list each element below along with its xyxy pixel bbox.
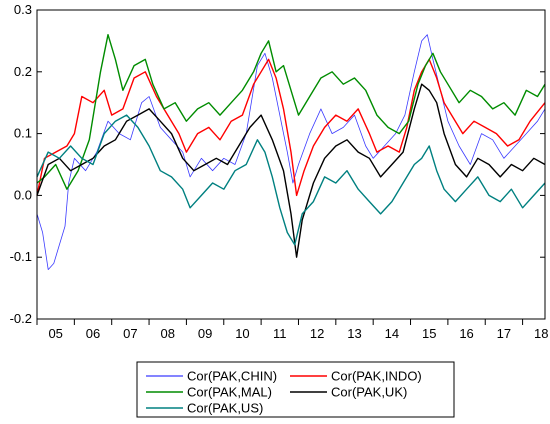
y-tick-label: 0.3 xyxy=(14,2,32,17)
x-tick-label: 08 xyxy=(161,326,175,341)
series-line-3 xyxy=(36,34,546,190)
x-tick-label: 14 xyxy=(385,326,399,341)
series-line-4 xyxy=(36,83,546,258)
legend-label: Cor(PAK,INDO) xyxy=(331,369,422,384)
x-tick-label: 13 xyxy=(347,326,361,341)
x-tick-label: 12 xyxy=(310,326,324,341)
x-tick-label: 17 xyxy=(497,326,511,341)
series-line-5 xyxy=(36,114,546,246)
x-tick-label: 18 xyxy=(534,326,548,341)
legend-label: Cor(PAK,US) xyxy=(187,401,263,416)
x-tick-label: 09 xyxy=(198,326,212,341)
y-tick-label: 0.2 xyxy=(14,64,32,79)
legend: Cor(PAK,CHIN) Cor(PAK,INDO)Cor(PAK,MAL) Co… xyxy=(136,361,455,418)
y-tick-label: 0.1 xyxy=(14,126,32,141)
x-tick-label: 16 xyxy=(459,326,473,341)
legend-label: Cor(PAK,CHIN) xyxy=(187,369,277,384)
x-tick-label: 07 xyxy=(123,326,137,341)
y-tick-label: -0.2 xyxy=(10,311,32,326)
x-tick-label: 15 xyxy=(422,326,436,341)
legend-label: Cor(PAK,UK) xyxy=(331,385,407,400)
x-tick-label: 10 xyxy=(235,326,249,341)
x-tick-label: 06 xyxy=(86,326,100,341)
series-line-2 xyxy=(36,58,546,197)
legend-label: Cor(PAK,MAL) xyxy=(187,385,272,400)
legend-frame xyxy=(136,361,455,418)
x-tick-label: 11 xyxy=(273,326,287,341)
y-tick-label: -0.1 xyxy=(10,249,32,264)
y-tick-label: 0.0 xyxy=(14,187,32,202)
x-tick-label: 05 xyxy=(48,326,62,341)
plot-frame xyxy=(36,9,546,320)
